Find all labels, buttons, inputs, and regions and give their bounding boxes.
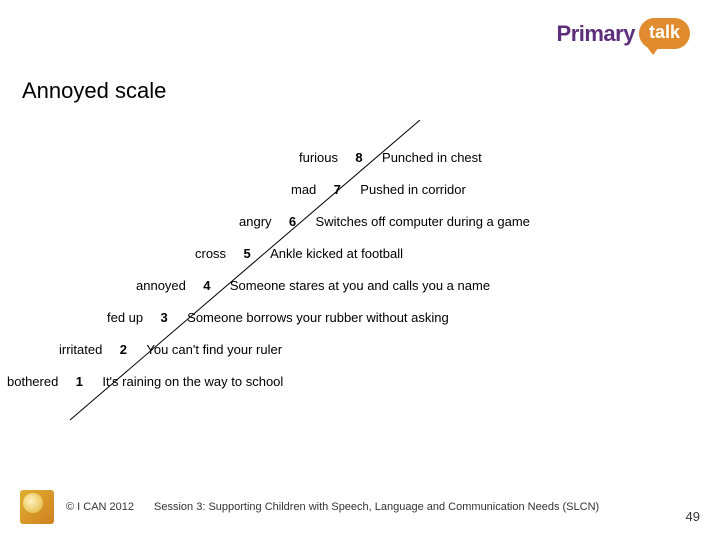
event-label: Switches off computer during a game	[316, 214, 530, 229]
logo-talk-bubble: talk	[639, 18, 690, 49]
scale-row-7: mad 7 Pushed in corridor	[291, 182, 466, 197]
page-title: Annoyed scale	[22, 78, 166, 104]
event-label: Someone borrows your rubber without aski…	[187, 310, 449, 325]
scale-number: 5	[240, 246, 254, 261]
emotion-label: cross	[195, 246, 226, 261]
event-label: Pushed in corridor	[360, 182, 466, 197]
ican-logo	[20, 490, 54, 524]
event-label: Someone stares at you and calls you a na…	[230, 278, 490, 293]
emotion-label: bothered	[7, 374, 58, 389]
scale-row-3: fed up 3 Someone borrows your rubber witho…	[107, 310, 449, 325]
scale-row-4: annoyed 4 Someone stares at you and calls …	[136, 278, 490, 293]
primary-talk-logo: Primary talk	[557, 18, 690, 49]
event-label: It's raining on the way to school	[102, 374, 283, 389]
emotion-label: furious	[299, 150, 338, 165]
scale-number: 4	[200, 278, 214, 293]
scale-number: 6	[286, 214, 300, 229]
footer-left: © I CAN 2012 Session 3: Supporting Child…	[20, 490, 599, 524]
scale-number: 7	[330, 182, 344, 197]
session-text: Session 3: Supporting Children with Spee…	[154, 501, 599, 513]
annoyed-scale-diagram: furious 8 Punched in chest mad 7 Pushed in co…	[20, 120, 700, 460]
copyright-text: © I CAN 2012	[66, 501, 134, 513]
scale-number: 8	[352, 150, 366, 165]
logo-primary-text: Primary	[557, 21, 635, 47]
slide-footer: © I CAN 2012 Session 3: Supporting Child…	[20, 490, 700, 524]
scale-row-5: cross 5 Ankle kicked at football	[195, 246, 403, 261]
event-label: Punched in chest	[382, 150, 482, 165]
page-number: 49	[686, 509, 700, 524]
scale-number: 2	[116, 342, 130, 357]
event-label: You can't find your ruler	[146, 342, 282, 357]
scale-row-1: bothered 1 It's raining on the way to scho…	[7, 374, 283, 389]
emotion-label: irritated	[59, 342, 102, 357]
emotion-label: annoyed	[136, 278, 186, 293]
scale-number: 3	[157, 310, 171, 325]
scale-row-8: furious 8 Punched in chest	[299, 150, 482, 165]
scale-row-2: irritated 2 You can't find your ruler	[59, 342, 282, 357]
scale-number: 1	[72, 374, 86, 389]
emotion-label: angry	[239, 214, 272, 229]
emotion-label: mad	[291, 182, 316, 197]
event-label: Ankle kicked at football	[270, 246, 403, 261]
scale-row-6: angry 6 Switches off computer during a gam…	[239, 214, 530, 229]
emotion-label: fed up	[107, 310, 143, 325]
